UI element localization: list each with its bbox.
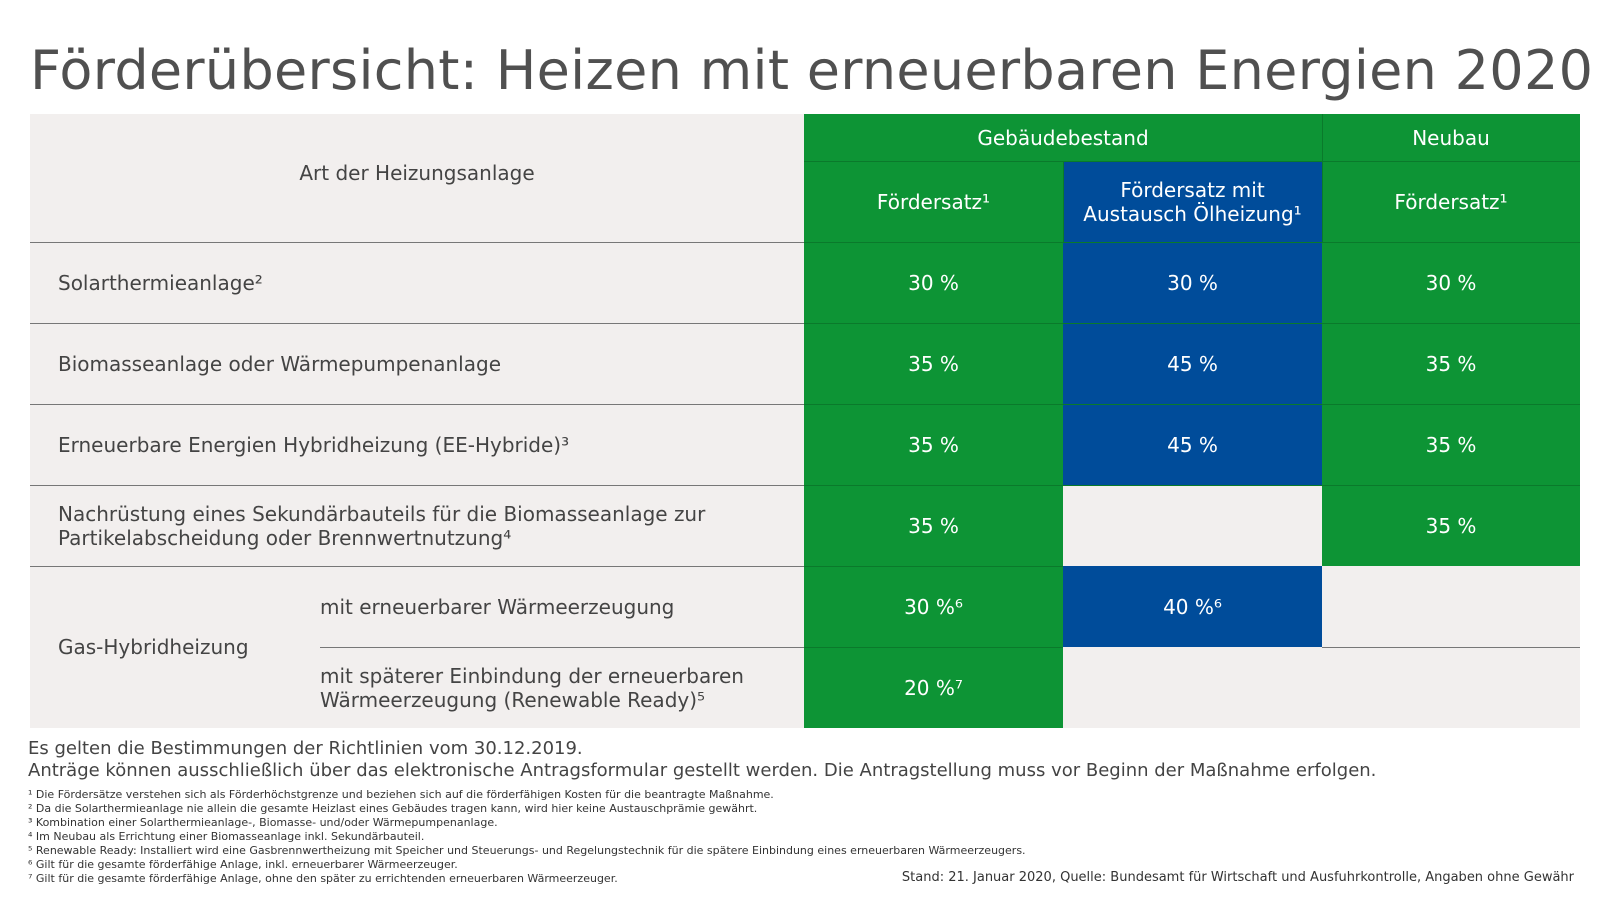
row-solarthermie-oel: 30 % bbox=[1063, 242, 1322, 323]
divider bbox=[30, 323, 804, 324]
footnote-4: ⁴ Im Neubau als Errichtung einer Biomass… bbox=[28, 830, 425, 843]
header-art-label: Art der Heizungsanlage bbox=[299, 161, 535, 185]
header-foerdersatz-oel-line2: Austausch Ölheizung¹ bbox=[1083, 201, 1302, 226]
row-gas-sub1-label: mit erneuerbarer Wärmeerzeugung bbox=[320, 566, 804, 647]
rate-value: 35 % bbox=[908, 513, 959, 538]
footnote-1: ¹ Die Fördersätze verstehen sich als För… bbox=[28, 788, 774, 801]
row-sekundaer-label: Nachrüstung eines Sekundärbauteils für d… bbox=[30, 485, 804, 566]
row-biomasse-neubau: 35 % bbox=[1322, 323, 1580, 404]
divider bbox=[30, 404, 804, 405]
row-gas-sub2-empty bbox=[1063, 647, 1580, 728]
row-solarthermie-label: Solarthermieanlage² bbox=[30, 242, 804, 323]
rate-value: 20 %⁷ bbox=[904, 675, 963, 700]
rate-value: 35 % bbox=[908, 432, 959, 457]
footnote-5: ⁵ Renewable Ready: Installiert wird eine… bbox=[28, 844, 1026, 857]
rate-value: 35 % bbox=[908, 351, 959, 376]
divider bbox=[1322, 647, 1580, 648]
footnote-7: ⁷ Gilt für die gesamte förderfähige Anla… bbox=[28, 872, 618, 885]
divider bbox=[804, 404, 1580, 405]
divider bbox=[804, 242, 1580, 243]
row-biomasse-oel: 45 % bbox=[1063, 323, 1322, 404]
divider bbox=[1322, 114, 1323, 242]
row-label-line2: Partikelabscheidung oder Brennwertnutzun… bbox=[58, 525, 512, 550]
header-neubau: Neubau bbox=[1322, 114, 1580, 161]
divider bbox=[804, 161, 1580, 162]
divider bbox=[320, 647, 804, 648]
row-sekundaer-neubau: 35 % bbox=[1322, 485, 1580, 566]
row-biomasse-bestand: 35 % bbox=[804, 323, 1063, 404]
row-gas-sub2-label: mit späterer Einbindung der erneuerbaren… bbox=[320, 647, 804, 728]
rate-value: 35 % bbox=[1425, 351, 1477, 376]
row-label-text: Solarthermieanlage² bbox=[58, 270, 263, 295]
rate-value: 30 % bbox=[908, 270, 959, 295]
divider bbox=[30, 485, 804, 486]
header-foerdersatz-oel-line1: Fördersatz mit bbox=[1120, 177, 1265, 202]
divider bbox=[30, 566, 804, 567]
source-note: Stand: 21. Januar 2020, Quelle: Bundesam… bbox=[901, 870, 1574, 885]
footnotes: ¹ Die Fördersätze verstehen sich als För… bbox=[28, 788, 1128, 886]
row-ee-hybride-bestand: 35 % bbox=[804, 404, 1063, 485]
row-sublabel-text: mit erneuerbarer Wärmeerzeugung bbox=[320, 594, 675, 619]
divider bbox=[804, 647, 1063, 648]
row-ee-hybride-label: Erneuerbare Energien Hybridheizung (EE-H… bbox=[30, 404, 804, 485]
row-sublabel-line2: Wärmeerzeugung (Renewable Ready)⁵ bbox=[320, 687, 706, 712]
row-solarthermie-bestand: 30 % bbox=[804, 242, 1063, 323]
row-label-text: Biomasseanlage oder Wärmepumpenanlage bbox=[58, 351, 501, 376]
row-sublabel-line1: mit späterer Einbindung der erneuerbaren bbox=[320, 663, 744, 688]
header-foerdersatz: Fördersatz¹ bbox=[804, 161, 1063, 242]
rate-value: 35 % bbox=[1425, 513, 1477, 538]
row-gas-sub1-bestand: 30 %⁶ bbox=[804, 566, 1063, 647]
row-sekundaer-bestand: 35 % bbox=[804, 485, 1063, 566]
divider bbox=[804, 485, 1580, 486]
header-foerdersatz-neubau: Fördersatz¹ bbox=[1322, 161, 1580, 242]
notes-line2: Anträge können ausschließlich über das e… bbox=[28, 760, 1377, 781]
notes-line1: Es gelten die Bestimmungen der Richtlini… bbox=[28, 738, 583, 759]
notes: Es gelten die Bestimmungen der Richtlini… bbox=[28, 738, 1568, 782]
rate-value: 45 % bbox=[1167, 432, 1218, 457]
row-label-line1: Nachrüstung eines Sekundärbauteils für d… bbox=[58, 501, 706, 526]
row-gas-sub2-bestand: 20 %⁷ bbox=[804, 647, 1063, 728]
divider bbox=[804, 566, 1063, 567]
rate-value: 35 % bbox=[1425, 432, 1477, 457]
header-foerdersatz-label: Fördersatz¹ bbox=[876, 189, 991, 214]
header-foerdersatz-oel: Fördersatz mit Austausch Ölheizung¹ bbox=[1063, 161, 1322, 242]
row-gas-sub1-neubau bbox=[1322, 566, 1580, 647]
page-title: Förderübersicht: Heizen mit erneuerbaren… bbox=[30, 39, 1594, 102]
rate-value: 30 % bbox=[1425, 270, 1477, 295]
divider bbox=[804, 323, 1580, 324]
header-foerdersatz-neubau-label: Fördersatz¹ bbox=[1394, 189, 1508, 214]
row-ee-hybride-neubau: 35 % bbox=[1322, 404, 1580, 485]
row-sekundaer-oel bbox=[1063, 485, 1322, 566]
header-bestand-label: Gebäudebestand bbox=[977, 125, 1149, 150]
footnote-3: ³ Kombination einer Solarthermieanlage-,… bbox=[28, 816, 498, 829]
rate-value: 45 % bbox=[1167, 351, 1218, 376]
row-ee-hybride-oel: 45 % bbox=[1063, 404, 1322, 485]
divider bbox=[30, 242, 804, 243]
footnote-2: ² Da die Solarthermieanlage nie allein d… bbox=[28, 802, 758, 815]
rate-value: 40 %⁶ bbox=[1163, 594, 1222, 619]
row-label-text: Erneuerbare Energien Hybridheizung (EE-H… bbox=[58, 432, 570, 457]
header-bestand: Gebäudebestand bbox=[804, 114, 1322, 161]
rate-value: 30 % bbox=[1167, 270, 1218, 295]
divider bbox=[1063, 161, 1064, 242]
row-solarthermie-neubau: 30 % bbox=[1322, 242, 1580, 323]
header-neubau-label: Neubau bbox=[1412, 125, 1490, 150]
footnote-6: ⁶ Gilt für die gesamte förderfähige Anla… bbox=[28, 858, 458, 871]
row-gas-sub1-oel: 40 %⁶ bbox=[1063, 566, 1322, 647]
row-label-text: Gas-Hybridheizung bbox=[58, 635, 249, 659]
header-art: Art der Heizungsanlage bbox=[30, 114, 804, 242]
row-biomasse-label: Biomasseanlage oder Wärmepumpenanlage bbox=[30, 323, 804, 404]
rate-value: 30 %⁶ bbox=[904, 594, 963, 619]
